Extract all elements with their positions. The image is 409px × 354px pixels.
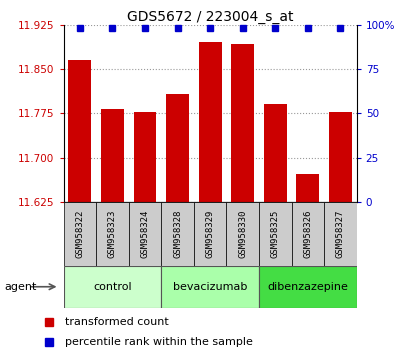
Bar (63, 266, 161, 308)
Bar (231, 44, 254, 202)
Bar (96, 202, 128, 266)
Bar (226, 202, 258, 266)
Bar (328, 112, 351, 202)
Text: agent: agent (4, 282, 36, 292)
Text: transformed count: transformed count (65, 318, 169, 327)
Text: GSM958327: GSM958327 (335, 210, 344, 258)
Title: GDS5672 / 223004_s_at: GDS5672 / 223004_s_at (126, 10, 293, 24)
Bar (63, 202, 96, 266)
Text: GSM958323: GSM958323 (108, 210, 117, 258)
Text: GSM958330: GSM958330 (238, 210, 247, 258)
Bar (161, 202, 193, 266)
Bar (128, 202, 161, 266)
Text: dibenzazepine: dibenzazepine (267, 282, 347, 292)
Bar (263, 104, 286, 202)
Text: GSM958329: GSM958329 (205, 210, 214, 258)
Text: GSM958322: GSM958322 (75, 210, 84, 258)
Text: GSM958324: GSM958324 (140, 210, 149, 258)
Bar (296, 174, 319, 202)
Text: control: control (93, 282, 131, 292)
Text: percentile rank within the sample: percentile rank within the sample (65, 337, 252, 347)
Bar (101, 109, 124, 202)
Text: bevacizumab: bevacizumab (173, 282, 247, 292)
Bar (166, 94, 189, 202)
Bar (68, 60, 91, 202)
Bar (198, 42, 221, 202)
Bar (161, 266, 258, 308)
Text: GSM958325: GSM958325 (270, 210, 279, 258)
Text: GSM958328: GSM958328 (173, 210, 182, 258)
Text: GSM958326: GSM958326 (303, 210, 312, 258)
Bar (133, 112, 156, 202)
Bar (291, 202, 324, 266)
Bar (258, 266, 356, 308)
Bar (324, 202, 356, 266)
Bar (258, 202, 291, 266)
Bar (193, 202, 226, 266)
